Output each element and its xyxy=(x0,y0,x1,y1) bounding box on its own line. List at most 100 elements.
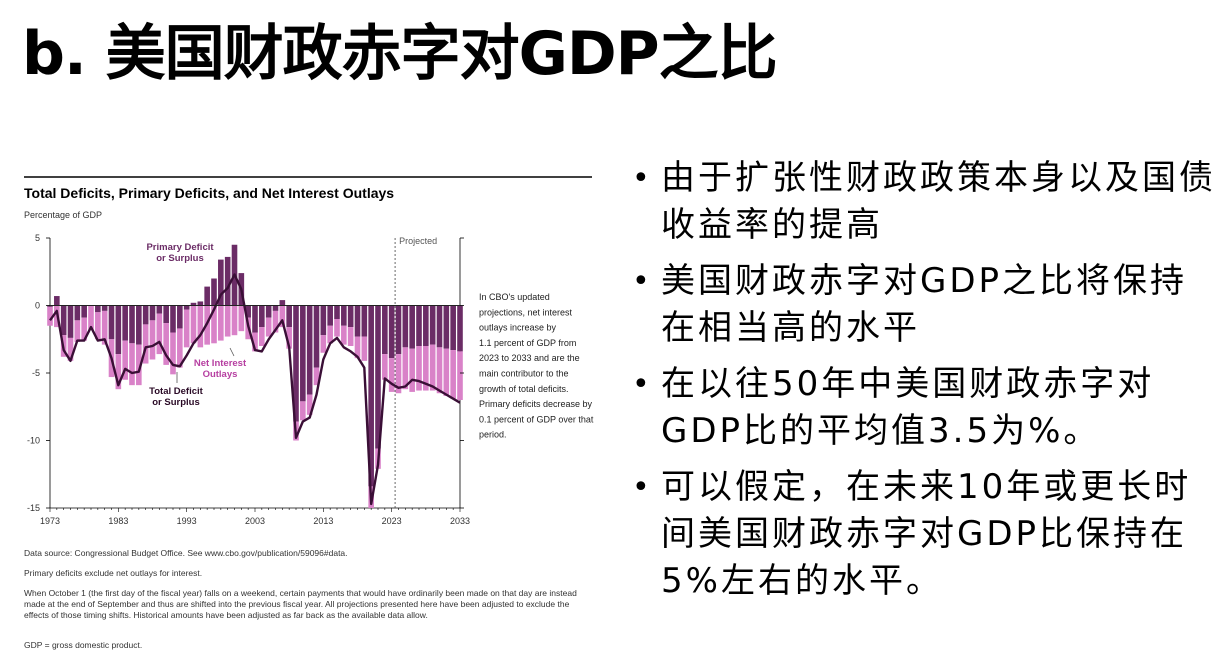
net-interest-annotation: Net Interest Outlays xyxy=(194,358,247,380)
primary-deficit-bar xyxy=(183,305,190,310)
bullet-item: • 美国财政赤字对GDP之比将保持在相当高的水平 xyxy=(628,258,1218,352)
net-interest-bar xyxy=(443,348,450,396)
primary-deficit-bar xyxy=(395,305,402,355)
primary-deficit-bar xyxy=(163,305,169,324)
slide-title: b. 美国财政赤字对GDP之比 xyxy=(22,19,778,89)
primary-deficit-bar xyxy=(457,305,463,352)
net-interest-bar xyxy=(436,347,443,394)
net-interest-bar xyxy=(313,367,320,386)
chart-canvas: Total Deficits, Primary Deficits, and Ne… xyxy=(24,176,594,526)
net-interest-bar xyxy=(354,336,361,359)
net-interest-bar xyxy=(224,305,231,337)
net-interest-bar xyxy=(450,350,456,399)
net-interest-bar xyxy=(388,358,395,392)
net-interest-bar xyxy=(170,332,176,375)
primary-deficit-bar xyxy=(306,305,313,395)
side-note: In CBO's updated projections, net interes… xyxy=(479,292,594,440)
primary-deficit-bar xyxy=(122,305,128,341)
bullet-dot-icon: • xyxy=(632,161,650,196)
bullet-dot-icon: • xyxy=(632,367,650,402)
primary-deficit-bar xyxy=(218,259,224,306)
net-interest-bar xyxy=(218,305,224,341)
gdp-note: GDP = gross domestic product. xyxy=(24,640,143,650)
primary-deficit-bar xyxy=(354,305,361,337)
net-interest-bar xyxy=(156,313,163,355)
primary-deficit-bar xyxy=(375,305,381,449)
primary-deficit-bar xyxy=(265,305,272,318)
source-note: Data source: Congressional Budget Office… xyxy=(24,548,348,558)
primary-deficit-bar xyxy=(272,305,279,311)
primary-deficit-bar xyxy=(341,305,347,326)
primary-deficit-bar xyxy=(416,305,422,346)
x-tick-label: 1993 xyxy=(177,516,197,526)
primary-deficit-bar xyxy=(436,305,443,348)
net-interest-bar xyxy=(272,310,279,333)
primary-deficit-bar xyxy=(368,305,374,487)
primary-deficit-bar xyxy=(197,301,204,306)
primary-deficit-bar xyxy=(74,305,81,321)
primary-deficit-bar xyxy=(293,305,299,422)
bullet-item: • 在以往50年中美国财政赤字对GDP比的平均值3.5为%。 xyxy=(628,361,1218,455)
net-interest-bar xyxy=(115,354,122,390)
primary-deficit-bar xyxy=(245,305,251,318)
net-interest-bar xyxy=(74,320,81,342)
net-interest-bar xyxy=(395,354,402,394)
net-interest-bar xyxy=(47,306,53,326)
bullet-text: 由于扩张性财政政策本身以及国债收益率的提高 xyxy=(661,158,1216,245)
net-interest-bar xyxy=(197,305,204,348)
bullet-text: 美国财政赤字对GDP之比将保持在相当高的水平 xyxy=(661,261,1188,348)
primary-deficit-bar xyxy=(409,305,415,349)
primary-deficit-bar xyxy=(443,305,450,349)
primary-deficit-bar xyxy=(129,305,135,344)
net-interest-bar xyxy=(95,312,101,340)
y-axis-label: Percentage of GDP xyxy=(24,210,102,220)
primary-deficit-bar xyxy=(101,305,108,311)
bullet-text: 在以往50年中美国财政赤字对GDP比的平均值3.5为%。 xyxy=(661,364,1155,451)
x-tick-label: 1983 xyxy=(108,516,128,526)
y-tick-label: -5 xyxy=(32,368,40,378)
primary-deficit-bar xyxy=(142,305,149,325)
net-interest-bar xyxy=(163,323,169,365)
net-interest-bar xyxy=(306,394,313,415)
net-interest-bar xyxy=(259,327,265,346)
projected-label: Projected xyxy=(399,236,437,246)
net-interest-bar xyxy=(101,310,108,345)
net-interest-bar xyxy=(341,325,347,345)
primary-deficit-bar xyxy=(429,305,436,345)
primary-deficit-bar xyxy=(252,305,258,333)
chart-figure: Total Deficits, Primary Deficits, and Ne… xyxy=(20,170,600,660)
net-interest-bar xyxy=(300,401,306,421)
primary-deficit-bar xyxy=(211,278,217,306)
chart-title: Total Deficits, Primary Deficits, and Ne… xyxy=(24,185,394,201)
net-interest-bar xyxy=(142,324,149,364)
net-interest-bar xyxy=(334,319,340,337)
net-interest-bar xyxy=(361,336,368,361)
primary-deficit-bar xyxy=(60,305,67,336)
net-interest-bar xyxy=(88,305,94,330)
timing-note: When October 1 (the first day of the fis… xyxy=(24,588,577,620)
net-interest-bar xyxy=(149,320,156,360)
net-interest-bar xyxy=(67,337,74,361)
net-interest-bar xyxy=(211,305,217,344)
bullet-dot-icon: • xyxy=(632,264,650,299)
bullet-item: • 可以假定，在未来10年或更长时间美国财政赤字对GDP比保持在5%左右的水平。 xyxy=(628,464,1218,605)
primary-deficit-bar xyxy=(156,305,163,314)
primary-deficit-note: Primary deficits exclude net outlays for… xyxy=(24,568,203,578)
net-interest-bar xyxy=(279,305,286,328)
primary-deficit-bar xyxy=(67,305,74,338)
primary-deficit-bar xyxy=(136,305,142,345)
primary-deficit-bar xyxy=(81,305,87,318)
bullet-dot-icon: • xyxy=(632,470,650,505)
net-interest-bar xyxy=(423,346,429,391)
x-tick-label: 2033 xyxy=(450,516,470,526)
total-deficit-line xyxy=(49,273,461,506)
primary-deficit-bar xyxy=(313,305,320,368)
net-interest-bar xyxy=(183,309,190,348)
primary-deficit-bar xyxy=(361,305,368,337)
x-tick-label: 1973 xyxy=(40,516,60,526)
primary-deficit-bar xyxy=(388,305,395,359)
net-interest-bar xyxy=(177,328,183,368)
net-interest-bar xyxy=(320,335,327,353)
net-interest-bar xyxy=(382,354,388,380)
net-interest-bar xyxy=(402,347,409,390)
